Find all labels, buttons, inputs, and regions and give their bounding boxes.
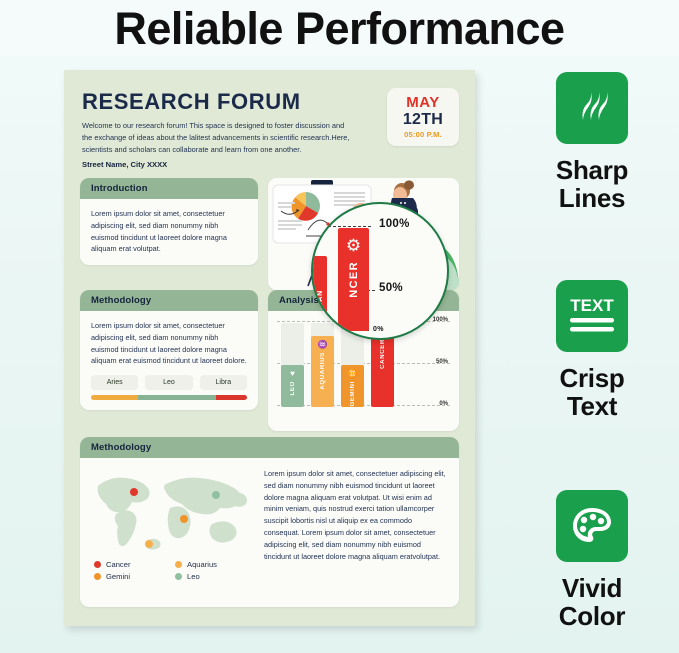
chart-bars: ♥ LEO ♒ AQUARIUS ♊ GEMINI ✿CANCER xyxy=(281,323,411,407)
wavy-lines-icon xyxy=(556,72,628,144)
feature-label-line2: Text xyxy=(566,391,618,422)
text-icon-glyph: TEXT xyxy=(570,296,614,315)
legend-item-gemini: Gemini xyxy=(94,572,171,581)
legend-dot-icon xyxy=(175,573,182,580)
bar-gemini[interactable]: ♊ GEMINI xyxy=(341,365,364,407)
axis-tick-50: 50% xyxy=(435,359,448,365)
map-marker-aquarius[interactable] xyxy=(180,515,188,523)
bar-slot-cancer: ✿CANCER xyxy=(371,323,394,407)
introduction-body: Lorem ipsum dolor sit amet, consectetuer… xyxy=(80,199,258,265)
legend-label: Cancer xyxy=(106,560,131,569)
feature-label-line1: Crisp xyxy=(559,363,625,393)
introduction-text: Lorem ipsum dolor sit amet, consectetuer… xyxy=(91,209,227,254)
mag-gridline-100 xyxy=(313,226,371,227)
magnified-side-label: CAN xyxy=(316,289,324,308)
feature-crisp-text: TEXT Crisp Text xyxy=(512,280,672,420)
page-title: Reliable Performance xyxy=(114,2,565,54)
analysis-chart: ♥ LEO ♒ AQUARIUS ♊ GEMINI ✿CANCER 100% 50% 0% xyxy=(277,317,450,417)
poster-title: RESEARCH FORUM xyxy=(82,89,301,114)
legend-item-aquarius: Aquarius xyxy=(175,560,252,569)
bar-icon-leo-icon: ♥ xyxy=(290,369,295,378)
gradient-segment-1 xyxy=(137,395,216,401)
progress-gradient-bar xyxy=(91,395,247,401)
map-column: Cancer Aquarius Gemini Leo xyxy=(80,458,258,587)
date-day: 12TH xyxy=(402,110,444,128)
feature-label-line1: Sharp xyxy=(555,155,629,185)
bar-aquarius[interactable]: ♒ AQUARIUS xyxy=(311,335,334,407)
date-badge: MAY 12TH 05:00 P.M. xyxy=(387,88,459,146)
bottom-content: Cancer Aquarius Gemini Leo Lorem ipsum dolo… xyxy=(80,458,459,587)
axis-tick-0: 0% xyxy=(439,401,448,407)
magnified-cancer-bar: ⚙ NCER xyxy=(338,228,369,331)
legend-dot-icon xyxy=(94,573,101,580)
tag-libra[interactable]: Libra xyxy=(199,375,247,390)
magnified-bar-edge: CAN xyxy=(313,256,327,338)
poster-description: Welcome to our research forum! This spac… xyxy=(82,121,350,154)
bottom-methodology-card: Methodology xyxy=(80,437,459,607)
date-month: MAY xyxy=(406,93,440,111)
date-time: 05:00 P.M. xyxy=(404,130,442,140)
tag-leo[interactable]: Leo xyxy=(145,375,193,390)
legend-label: Aquarius xyxy=(187,560,217,569)
legend-dot-icon xyxy=(94,561,101,568)
tag-aries[interactable]: Aries xyxy=(91,375,139,390)
paint-palette-icon xyxy=(556,490,628,562)
feature-sharp-lines: Sharp Lines xyxy=(512,72,672,212)
legend-label: Leo xyxy=(187,572,200,581)
poster-artboard: RESEARCH FORUM Welcome to our research f… xyxy=(64,70,475,626)
text-lines-icon: TEXT xyxy=(556,280,628,352)
legend-item-leo: Leo xyxy=(175,572,252,581)
feature-label-line1: Vivid xyxy=(561,573,623,603)
bar-slot-aquarius: ♒ AQUARIUS xyxy=(311,323,334,407)
map-marker-cancer[interactable] xyxy=(130,488,138,496)
gradient-segment-2 xyxy=(215,395,247,401)
bar-label: GEMINI xyxy=(349,381,356,407)
bar-label: LEO xyxy=(289,381,296,396)
mag-tick-100: 100% xyxy=(379,218,410,230)
legend-label: Gemini xyxy=(106,572,131,581)
mag-tick-50: 50% xyxy=(379,282,403,294)
introduction-card: Introduction Lorem ipsum dolor sit amet,… xyxy=(80,178,258,266)
bar-slot-leo: ♥ LEO xyxy=(281,323,304,407)
bar-icon-gemini-icon: ♊ xyxy=(347,369,358,378)
feature-vivid-color: Vivid Color xyxy=(512,490,672,630)
methodology-heading: Methodology xyxy=(80,290,258,311)
axis-tick-100: 100% xyxy=(432,317,448,323)
magnified-bar-label: NCER xyxy=(347,261,360,298)
introduction-heading: Introduction xyxy=(80,178,258,199)
gradient-segment-0 xyxy=(91,395,138,401)
gear-icon: ⚙ xyxy=(345,236,362,255)
methodology-tag-row: Aries Leo Libra xyxy=(91,375,247,390)
bar-label: CANCER xyxy=(379,339,386,369)
bottom-text-column: Lorem ipsum dolor sit amet, consectetuer… xyxy=(258,458,459,587)
bottom-methodology-heading: Methodology xyxy=(80,437,459,458)
map-marker-gemini[interactable] xyxy=(145,540,153,548)
legend-item-cancer: Cancer xyxy=(94,560,171,569)
bar-leo[interactable]: ♥ LEO xyxy=(281,365,304,407)
legend-dot-icon xyxy=(175,561,182,568)
bar-slot-gemini: ♊ GEMINI xyxy=(341,323,364,407)
poster-address: Street Name, City XXXX xyxy=(82,160,168,170)
feature-label-sharp-lines: Sharp Lines xyxy=(556,156,628,212)
methodology-card: Methodology Lorem ipsum dolor sit amet, … xyxy=(80,290,258,411)
banner: Reliable Performance xyxy=(0,0,679,56)
feature-label-vivid-color: Vivid Color xyxy=(558,573,626,632)
feature-label-crisp-text: Crisp Text xyxy=(560,364,625,420)
feature-label-line2: Lines xyxy=(558,183,626,214)
bottom-methodology-text: Lorem ipsum dolor sit amet, consectetuer… xyxy=(264,469,446,561)
bar-label: AQUARIUS xyxy=(319,351,326,390)
map-marker-leo[interactable] xyxy=(212,491,220,499)
methodology-body: Lorem ipsum dolor sit amet, consectetuer… xyxy=(80,311,258,410)
map-legend: Cancer Aquarius Gemini Leo xyxy=(88,560,252,581)
magnifier-lens: CAN ⚙ NCER 100% 50% 0% xyxy=(311,202,449,340)
analysis-card: Analysis ♥LEO♒AQUARIUS♊GEMINI✿CANCER 100… xyxy=(268,290,459,431)
methodology-text: Lorem ipsum dolor sit amet, consectetuer… xyxy=(91,321,247,366)
bar-icon-aquarius-icon: ♒ xyxy=(317,339,328,349)
feature-label-line2: Color xyxy=(558,601,626,632)
mag-tick-0: 0% xyxy=(373,326,384,333)
world-map xyxy=(97,477,247,550)
